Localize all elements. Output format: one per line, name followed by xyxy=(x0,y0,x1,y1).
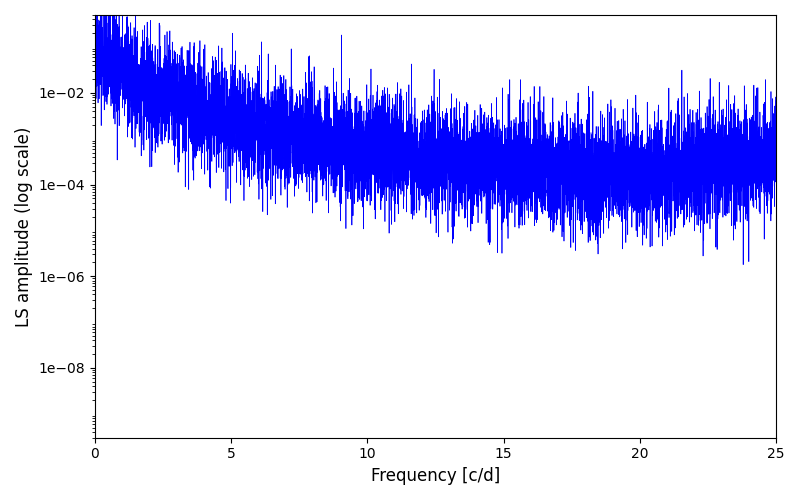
Y-axis label: LS amplitude (log scale): LS amplitude (log scale) xyxy=(15,126,33,326)
X-axis label: Frequency [c/d]: Frequency [c/d] xyxy=(371,467,500,485)
